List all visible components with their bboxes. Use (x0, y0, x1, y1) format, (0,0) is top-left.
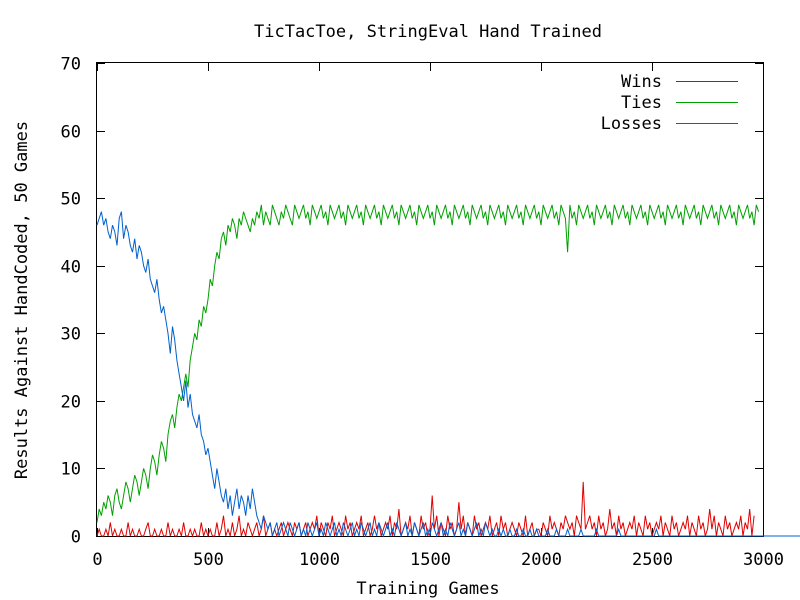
x-tick-label: 2000 (521, 550, 562, 570)
x-axis-label: Training Games (356, 579, 499, 599)
legend-label-losses: Losses (601, 114, 662, 134)
x-tick-labels: 0 500 1000 1500 2000 2500 3000 (92, 550, 784, 570)
y-tick-label: 50 (61, 190, 81, 210)
series-line-losses (96, 211, 800, 538)
y-tick-labels: 0 10 20 30 40 50 60 70 (61, 55, 81, 548)
y-tick-label: 60 (61, 123, 81, 143)
x-tick-label: 1500 (410, 550, 451, 570)
series-lines (96, 204, 800, 538)
y-tick-label: 20 (61, 393, 81, 413)
y-tick-label: 30 (61, 325, 81, 345)
plot-frame (96, 62, 764, 537)
y-tick-label: 10 (61, 460, 81, 480)
legend-label-ties: Ties (621, 93, 662, 113)
x-tick-label: 2500 (632, 550, 673, 570)
y-axis-label: Results Against HandCoded, 50 Games (12, 121, 32, 479)
series-line-wins (96, 481, 755, 538)
y-tick-label: 70 (61, 55, 81, 75)
y-tick-label: 40 (61, 258, 81, 278)
axis-ticks (97, 63, 764, 537)
series-line-ties (96, 204, 760, 523)
x-tick-label: 3000 (743, 550, 784, 570)
legend-label-wins: Wins (621, 72, 662, 92)
x-tick-label: 500 (193, 550, 224, 570)
x-tick-label: 0 (92, 550, 102, 570)
x-tick-label: 1000 (299, 550, 340, 570)
chart-title: TicTacToe, StringEval Hand Trained (254, 22, 602, 42)
y-tick-label: 0 (71, 528, 81, 548)
